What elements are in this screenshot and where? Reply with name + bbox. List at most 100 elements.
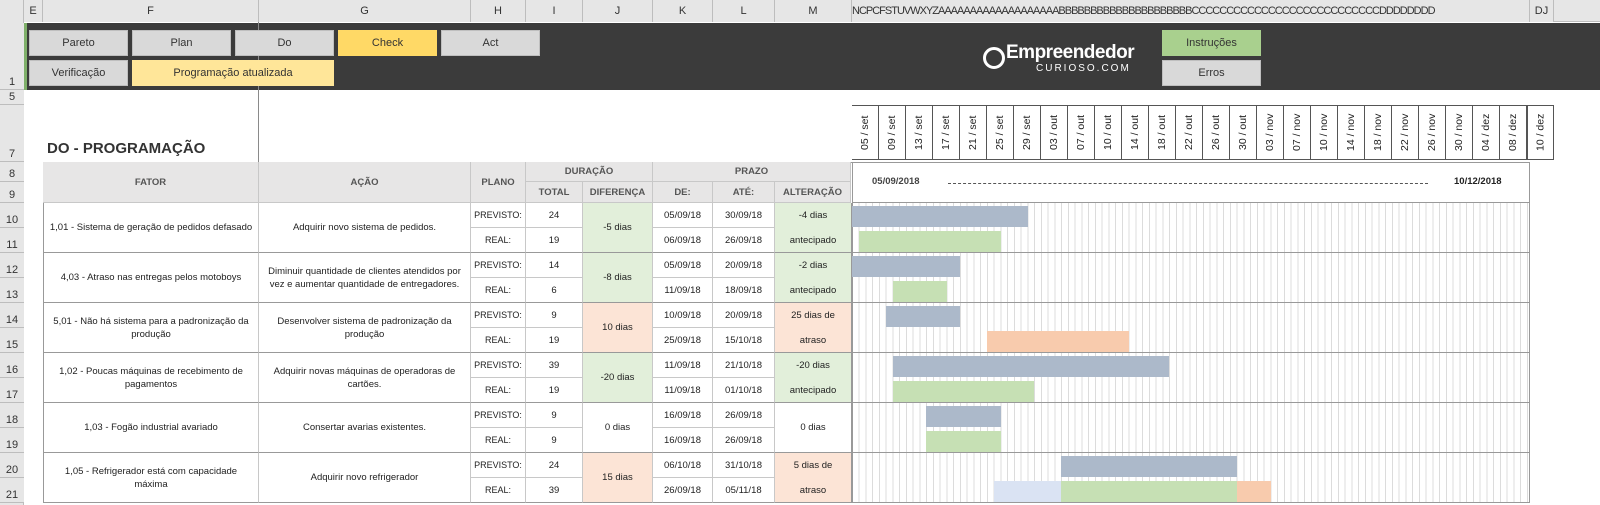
header-diferenca: DIFERENÇA [583,182,653,203]
gantt-row-line [852,302,1530,303]
acao-cell: Diminuir quantidade de clientes atendido… [259,253,471,303]
date-ate-cell: 01/10/18 [713,378,775,403]
gantt-end: 10/12/2018 [1454,176,1502,187]
fator-cell: 5,01 - Não há sistema para a padronizaçã… [43,303,259,353]
toolbar-button[interactable]: Programação atualizada [132,60,334,86]
row-number: 16 [0,353,24,378]
date-ate-cell: 05/11/18 [713,478,775,503]
column-letter: DJ [1530,0,1554,22]
logo-domain: CURIOSO.COM [1036,63,1131,74]
toolbar-button[interactable]: Do [235,30,334,56]
gantt-date-label: 30 / nov [1446,105,1473,160]
gantt-date-label: 08 / dez [1500,105,1527,160]
toolbar-button[interactable]: Act [441,30,540,56]
plan-label: PREVISTO: [471,353,526,378]
acao-cell: Adquirir novas máquinas de operadoras de… [259,353,471,403]
gantt-date-label: 26 / out [1203,105,1230,160]
toolbar-button[interactable]: Verificação [29,60,128,86]
gantt-date-label: 14 / out [1122,105,1149,160]
gantt-date-label: 25 / set [987,105,1014,160]
date-ate-cell: 20/09/18 [713,303,775,328]
logo-name: Empreendedor [1006,42,1135,63]
acao-cell: Consertar avarias existentes. [259,403,471,453]
gantt-row-line [852,502,1530,503]
column-letter: J [583,0,653,22]
alteracao-cell: -2 dias antecipado [775,253,852,303]
gantt-date-label: 18 / out [1149,105,1176,160]
column-letter: L [713,0,775,22]
gantt-date-label: 18 / nov [1365,105,1392,160]
gantt-date-label: 09 / set [879,105,906,160]
date-ate-cell: 21/10/18 [713,353,775,378]
row-number: 12 [0,253,24,278]
fator-cell: 1,05 - Refrigerador está com capacidade … [43,453,259,503]
date-de-cell: 11/09/18 [653,353,713,378]
planned-bar [885,306,960,327]
date-de-cell: 06/09/18 [653,228,713,253]
header-alteracao: ALTERAÇÃO [775,182,851,203]
column-letter: E [24,0,43,22]
plan-label: REAL: [471,478,526,503]
column-letter: F [43,0,259,22]
total-cell: 6 [526,278,583,303]
gantt-date-label: 26 / nov [1419,105,1446,160]
plan-label: PREVISTO: [471,253,526,278]
plan-label: PREVISTO: [471,453,526,478]
fator-cell: 1,02 - Poucas máquinas de recebimento de… [43,353,259,403]
total-cell: 14 [526,253,583,278]
date-ate-cell: 20/09/18 [713,253,775,278]
row-number: 9 [0,182,24,203]
gantt-date-label: 10 / out [1095,105,1122,160]
row-number: 10 [0,203,24,228]
date-ate-cell: 30/09/18 [713,203,775,228]
plan-label: PREVISTO: [471,203,526,228]
plan-label: PREVISTO: [471,403,526,428]
planned-bar [926,406,1001,427]
gantt-range-box [852,162,1530,203]
row-number: 21 [0,478,24,503]
row-number: 1 [0,23,24,90]
toolbar-button[interactable]: Instruções [1162,30,1261,56]
toolbar-button[interactable]: Erros [1162,60,1261,86]
header-acao: AÇÃO [259,162,471,203]
acao-cell: Desenvolver sistema de padronização da p… [259,303,471,353]
gantt-date-label: 07 / nov [1284,105,1311,160]
toolbar-button[interactable]: Pareto [29,30,128,56]
gantt-date-label: 10 / nov [1311,105,1338,160]
fator-cell: 4,03 - Atraso nas entregas pelos motoboy… [43,253,259,303]
fator-cell: 1,03 - Fogão industrial avariado [43,403,259,453]
diferenca-cell: 10 dias [583,303,653,353]
row-number: 15 [0,328,24,353]
gantt-date-label: 22 / out [1176,105,1203,160]
toolbar-button[interactable]: Check [338,30,437,56]
fator-cell: 1,01 - Sistema de geração de pedidos def… [43,203,259,253]
date-de-cell: 26/09/18 [653,478,713,503]
gantt-date-label: 10 / dez [1527,105,1554,160]
date-de-cell: 25/09/18 [653,328,713,353]
header-plano: PLANO [471,162,526,203]
gantt-row-line [852,402,1530,403]
row-number: 14 [0,303,24,328]
gantt-dash [948,183,1428,184]
plan-label: REAL: [471,428,526,453]
gantt-date-label: 29 / set [1014,105,1041,160]
row-number: 20 [0,453,24,478]
total-cell: 19 [526,328,583,353]
planned-bar [892,356,1170,377]
diferenca-cell: 15 dias [583,453,653,503]
date-de-cell: 16/09/18 [653,403,713,428]
gantt-row-line [852,452,1530,453]
logo-icon [983,47,1005,69]
date-ate-cell: 31/10/18 [713,453,775,478]
header-total: TOTAL [526,182,583,203]
toolbar-button[interactable]: Plan [132,30,231,56]
alteracao-cell: 0 dias [775,403,852,453]
row-number: 5 [0,90,24,105]
row-number: 18 [0,403,24,428]
gantt-date-label: 14 / nov [1338,105,1365,160]
plan-label: PREVISTO: [471,303,526,328]
planned-bar [852,256,960,277]
header-prazo: PRAZO [653,162,851,182]
total-cell: 9 [526,428,583,453]
